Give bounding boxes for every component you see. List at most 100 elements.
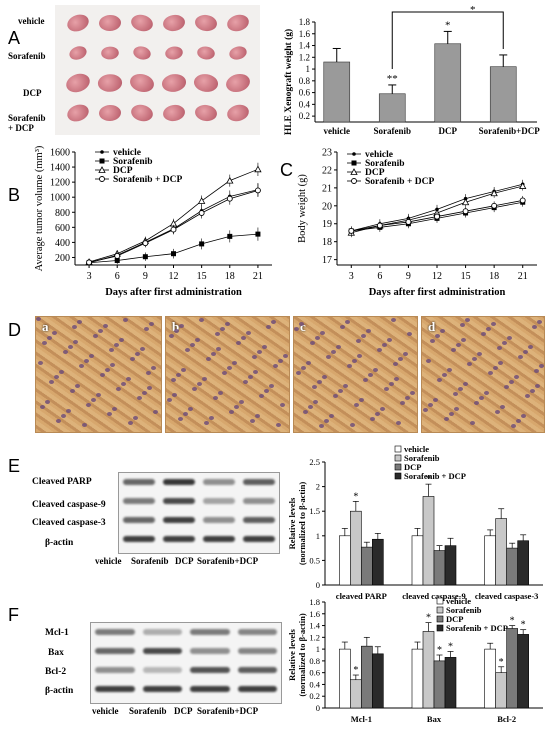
x-tick-label: 3 bbox=[349, 271, 354, 282]
significance-mark: * bbox=[510, 616, 515, 627]
blot-f-row-bax: Bax bbox=[48, 648, 64, 658]
bar bbox=[372, 653, 384, 709]
cell-nucleus bbox=[197, 382, 202, 386]
blot-band bbox=[123, 536, 155, 542]
marker-square bbox=[171, 251, 176, 257]
y-tick-label: 17 bbox=[322, 255, 332, 266]
x-tick-label: 6 bbox=[115, 271, 120, 282]
blot-band bbox=[95, 648, 135, 654]
panel-label-d: D bbox=[8, 320, 21, 340]
cell-nucleus bbox=[255, 414, 260, 418]
cell-nucleus bbox=[40, 405, 45, 409]
blot-band bbox=[243, 536, 275, 542]
cell-nucleus bbox=[128, 421, 133, 425]
cell-nucleus bbox=[73, 340, 78, 344]
cell-nucleus bbox=[100, 373, 105, 377]
panel-label-b: B bbox=[8, 185, 21, 205]
cell-nucleus bbox=[454, 407, 459, 411]
cell-nucleus bbox=[319, 424, 324, 428]
cell-nucleus bbox=[331, 350, 336, 354]
chart-f-bcl2-family: 0 0.2 0.40.6 0.8 1 1.21.4 1.6 1.8 Relative level… bbox=[287, 596, 543, 724]
cell-nucleus bbox=[509, 380, 514, 384]
blot-e-lane-dcp: DCP bbox=[175, 556, 194, 566]
blot-band bbox=[190, 648, 230, 654]
blot-f-row-bcl-2: Bcl-2 bbox=[45, 667, 67, 677]
cell-nucleus bbox=[357, 354, 362, 358]
cell-nucleus bbox=[299, 322, 304, 326]
marker-triangle bbox=[519, 182, 527, 189]
tumor-specimen bbox=[129, 102, 155, 124]
marker-circle bbox=[434, 213, 440, 220]
cell-nucleus bbox=[280, 403, 285, 407]
cell-nucleus bbox=[368, 373, 373, 377]
legend-label: Sorafenib + DCP bbox=[446, 623, 508, 633]
cell-nucleus bbox=[456, 343, 461, 347]
tumor-specimen bbox=[64, 101, 92, 125]
legend-label: Sorafenib + DCP bbox=[404, 471, 466, 481]
blot-band bbox=[203, 498, 235, 504]
cell-nucleus bbox=[532, 325, 537, 329]
bar bbox=[350, 679, 362, 709]
cell-nucleus bbox=[465, 318, 470, 322]
cell-nucleus bbox=[250, 419, 255, 423]
cell-nucleus bbox=[396, 421, 401, 425]
bar bbox=[339, 535, 351, 586]
y-tick-label: 0 bbox=[316, 580, 320, 590]
cell-nucleus bbox=[377, 348, 382, 352]
blot-band bbox=[95, 686, 135, 692]
blot-band bbox=[243, 498, 275, 504]
cell-nucleus bbox=[352, 359, 357, 363]
marker-circle bbox=[376, 222, 383, 229]
cell-nucleus bbox=[252, 355, 257, 359]
cell-nucleus bbox=[66, 409, 71, 413]
cell-nucleus bbox=[451, 348, 456, 352]
cell-nucleus bbox=[77, 320, 82, 324]
cell-nucleus bbox=[49, 380, 54, 384]
cell-nucleus bbox=[423, 408, 428, 412]
legend-swatch bbox=[394, 463, 402, 471]
cell-nucleus bbox=[294, 327, 299, 331]
cell-nucleus bbox=[130, 357, 135, 361]
cell-nucleus bbox=[312, 385, 317, 389]
cell-nucleus bbox=[428, 403, 433, 407]
blot-band bbox=[142, 648, 182, 654]
y-tick-label: 1.2 bbox=[299, 52, 310, 62]
cell-nucleus bbox=[147, 386, 152, 390]
marker-circle bbox=[254, 187, 261, 194]
blot-band bbox=[142, 629, 182, 635]
cell-nucleus bbox=[283, 354, 288, 358]
cell-nucleus bbox=[171, 378, 176, 382]
cell-nucleus bbox=[276, 423, 281, 427]
y-tick-label: 18 bbox=[322, 237, 332, 248]
cell-nucleus bbox=[116, 387, 121, 391]
cell-nucleus bbox=[246, 331, 251, 335]
marker-square bbox=[255, 231, 261, 237]
blot-band bbox=[237, 629, 277, 635]
tumor-specimen bbox=[193, 13, 219, 33]
cell-nucleus bbox=[430, 339, 435, 343]
cell-nucleus bbox=[405, 396, 410, 400]
cell-nucleus bbox=[133, 416, 138, 420]
tumor-specimen bbox=[98, 104, 122, 122]
cell-nucleus bbox=[497, 346, 502, 350]
legend-label: Sorafenib bbox=[365, 159, 405, 169]
cell-nucleus bbox=[273, 364, 278, 368]
bar bbox=[361, 546, 373, 586]
cell-nucleus bbox=[361, 334, 366, 338]
xenograft-tumor-photo bbox=[55, 5, 260, 135]
y-tick-label: 21 bbox=[322, 183, 332, 194]
legend-label: DCP bbox=[113, 166, 133, 176]
cell-nucleus bbox=[387, 338, 392, 342]
cell-nucleus bbox=[253, 370, 258, 374]
cell-nucleus bbox=[218, 391, 223, 395]
cell-nucleus bbox=[317, 380, 322, 384]
significance-mark: * bbox=[499, 657, 504, 668]
cell-nucleus bbox=[123, 318, 128, 322]
blot-band bbox=[123, 498, 155, 504]
cell-nucleus bbox=[220, 327, 225, 331]
blot-band bbox=[237, 648, 277, 654]
cell-nucleus bbox=[86, 403, 91, 407]
x-tick-label: 15 bbox=[197, 271, 207, 282]
cell-nucleus bbox=[266, 325, 271, 329]
blot-f-image bbox=[90, 622, 282, 704]
